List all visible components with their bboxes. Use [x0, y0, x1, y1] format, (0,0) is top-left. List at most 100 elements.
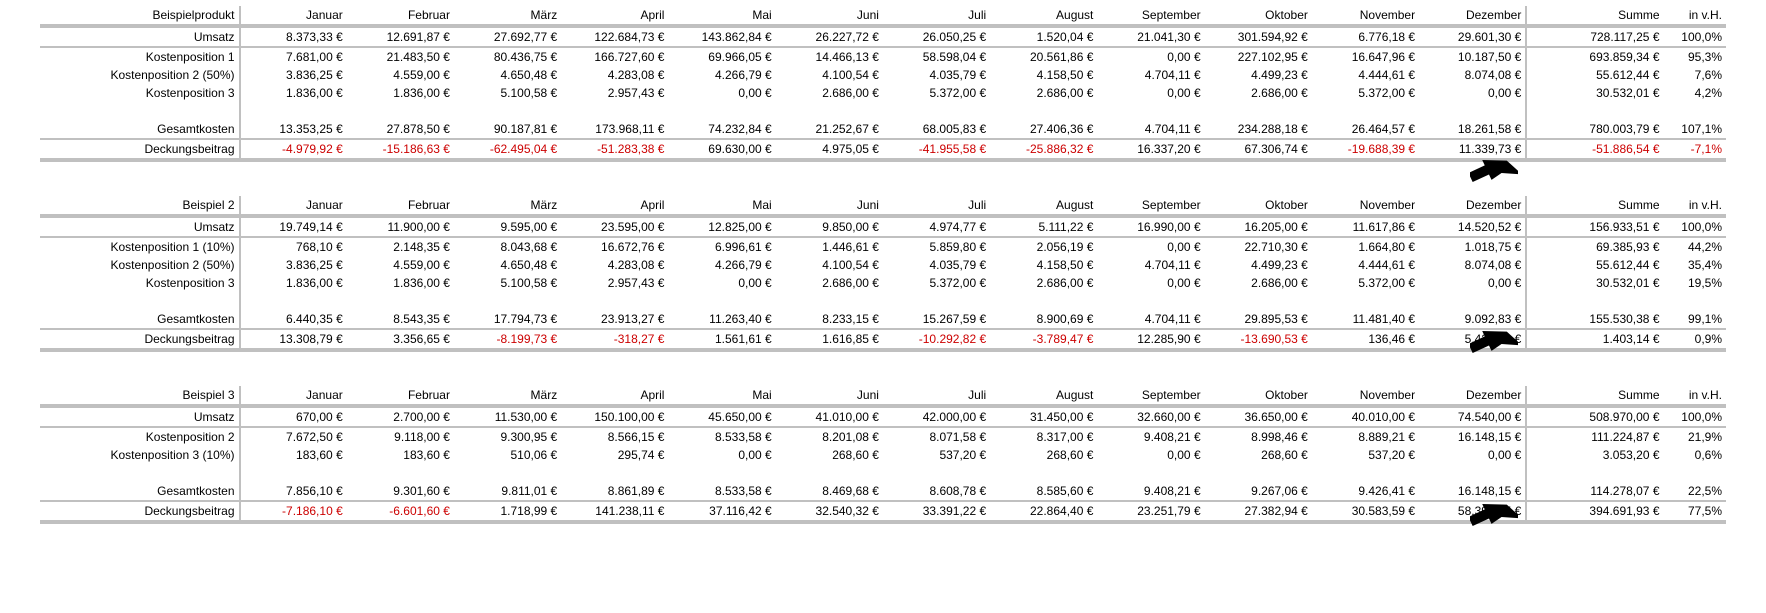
data-cell: 183,60 €	[240, 446, 347, 464]
cost-row: Kostenposition 27.672,50 €9.118,00 €9.30…	[40, 427, 1726, 446]
data-cell: 95,3%	[1664, 47, 1727, 66]
data-cell: 1.718,99 €	[454, 501, 561, 522]
data-cell: 4.650,48 €	[454, 66, 561, 84]
data-cell: 9.595,00 €	[454, 216, 561, 237]
data-cell: 2.686,00 €	[1205, 84, 1312, 102]
data-cell: 227.102,95 €	[1205, 47, 1312, 66]
data-cell: 0,00 €	[1419, 274, 1526, 292]
data-cell: 150.100,00 €	[561, 406, 668, 427]
data-cell: 0,00 €	[1097, 47, 1204, 66]
data-cell: 1.520,04 €	[990, 26, 1097, 47]
data-cell: 22.710,30 €	[1205, 237, 1312, 256]
data-cell: 7.856,10 €	[240, 482, 347, 501]
revenue-row: Umsatz8.373,33 €12.691,87 €27.692,77 €12…	[40, 26, 1726, 47]
data-cell: 0,00 €	[668, 446, 775, 464]
row-label: Gesamtkosten	[40, 482, 240, 501]
data-cell: 11.530,00 €	[454, 406, 561, 427]
data-cell: 1.446,61 €	[776, 237, 883, 256]
data-cell: 8.998,46 €	[1205, 427, 1312, 446]
data-cell: 11.900,00 €	[347, 216, 454, 237]
data-cell: 4.704,11 €	[1097, 256, 1204, 274]
data-cell: 0,6%	[1664, 446, 1727, 464]
data-cell: 4.559,00 €	[347, 66, 454, 84]
data-cell: 768,10 €	[240, 237, 347, 256]
data-cell: 11.481,40 €	[1312, 310, 1419, 329]
data-cell: 4.100,54 €	[776, 66, 883, 84]
data-cell: 9.811,01 €	[454, 482, 561, 501]
data-cell: 14.466,13 €	[776, 47, 883, 66]
data-cell: 12.285,90 €	[1097, 329, 1204, 350]
data-cell: 2.686,00 €	[776, 274, 883, 292]
data-cell: 4.283,08 €	[561, 66, 668, 84]
data-cell: 9.301,60 €	[347, 482, 454, 501]
data-cell: 7,6%	[1664, 66, 1727, 84]
data-cell: 4.975,05 €	[776, 139, 883, 160]
data-cell: 9.267,06 €	[1205, 482, 1312, 501]
data-cell: 5.859,80 €	[883, 237, 990, 256]
data-cell: -25.886,32 €	[990, 139, 1097, 160]
data-cell: 8.543,35 €	[347, 310, 454, 329]
data-cell: 45.650,00 €	[668, 406, 775, 427]
row-label: Kostenposition 2 (50%)	[40, 256, 240, 274]
row-label: Kostenposition 2 (50%)	[40, 66, 240, 84]
pct-header: in v.H.	[1664, 386, 1727, 406]
data-cell: 14.520,52 €	[1419, 216, 1526, 237]
data-cell: 173.968,11 €	[561, 120, 668, 139]
data-cell: 4.266,79 €	[668, 256, 775, 274]
data-cell: 32.660,00 €	[1097, 406, 1204, 427]
data-cell: 1.403,14 €	[1526, 329, 1663, 350]
data-cell: 2.686,00 €	[990, 274, 1097, 292]
data-cell: 8.373,33 €	[240, 26, 347, 47]
data-cell: 74.540,00 €	[1419, 406, 1526, 427]
data-cell: 3.053,20 €	[1526, 446, 1663, 464]
data-cell: 27.878,50 €	[347, 120, 454, 139]
table-title: Beispiel 3	[40, 386, 240, 406]
data-cell: 8.608,78 €	[883, 482, 990, 501]
month-header: Juli	[883, 386, 990, 406]
data-cell: 35,4%	[1664, 256, 1727, 274]
data-cell: 2.957,43 €	[561, 84, 668, 102]
data-cell: 1.616,85 €	[776, 329, 883, 350]
data-cell: -13.690,53 €	[1205, 329, 1312, 350]
month-header: Oktober	[1205, 6, 1312, 26]
data-cell: 4,2%	[1664, 84, 1727, 102]
data-cell: 12.691,87 €	[347, 26, 454, 47]
data-cell: 5.372,00 €	[883, 274, 990, 292]
data-cell: 9.408,21 €	[1097, 427, 1204, 446]
data-cell: 8.861,89 €	[561, 482, 668, 501]
data-cell: 30.532,01 €	[1526, 274, 1663, 292]
data-cell: -51.283,38 €	[561, 139, 668, 160]
row-label: Gesamtkosten	[40, 120, 240, 139]
data-cell: 19.749,14 €	[240, 216, 347, 237]
data-cell: 2.686,00 €	[990, 84, 1097, 102]
data-cell: -3.789,47 €	[990, 329, 1097, 350]
data-cell: 508.970,00 €	[1526, 406, 1663, 427]
data-cell: 780.003,79 €	[1526, 120, 1663, 139]
month-header: Januar	[240, 6, 347, 26]
data-cell: 5.427,70 €	[1419, 329, 1526, 350]
data-cell: 26.227,72 €	[776, 26, 883, 47]
data-cell: 8.074,08 €	[1419, 256, 1526, 274]
data-cell: 90.187,81 €	[454, 120, 561, 139]
data-cell: 0,00 €	[1097, 84, 1204, 102]
data-cell: 8.566,15 €	[561, 427, 668, 446]
data-cell: 2.686,00 €	[1205, 274, 1312, 292]
month-header: Juni	[776, 196, 883, 216]
contribution-margin-row: Deckungsbeitrag-7.186,10 €-6.601,60 €1.7…	[40, 501, 1726, 522]
data-cell: 4.499,23 €	[1205, 256, 1312, 274]
month-header: Juli	[883, 196, 990, 216]
data-cell: 510,06 €	[454, 446, 561, 464]
data-cell: 0,00 €	[1419, 446, 1526, 464]
revenue-row: Umsatz670,00 €2.700,00 €11.530,00 €150.1…	[40, 406, 1726, 427]
data-cell: 23.913,27 €	[561, 310, 668, 329]
data-cell: 8.585,60 €	[990, 482, 1097, 501]
month-header: April	[561, 196, 668, 216]
month-header: August	[990, 196, 1097, 216]
month-header: Oktober	[1205, 196, 1312, 216]
data-cell: 1.836,00 €	[240, 274, 347, 292]
data-cell: -4.979,92 €	[240, 139, 347, 160]
financial-table-0: BeispielproduktJanuarFebruarMärzAprilMai…	[40, 6, 1726, 162]
data-cell: 30.532,01 €	[1526, 84, 1663, 102]
data-cell: 4.704,11 €	[1097, 120, 1204, 139]
spacer-row	[40, 102, 1726, 120]
